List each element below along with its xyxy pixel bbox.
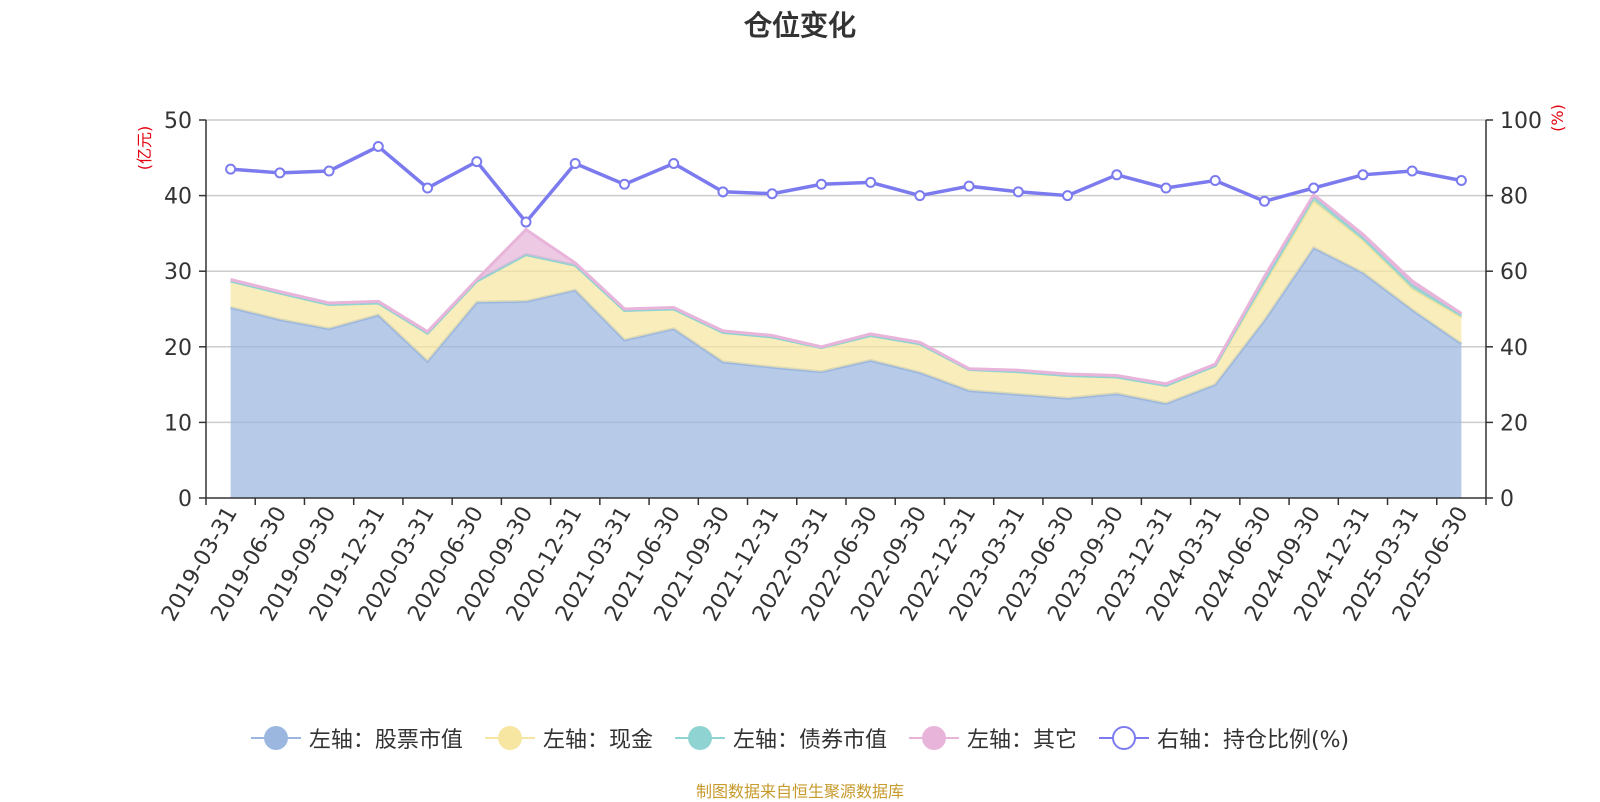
position-ratio-point: [569, 157, 581, 169]
right-tick-label: 40: [1500, 336, 1528, 361]
position-ratio-point: [963, 180, 975, 192]
legend-item[interactable]: 左轴：现金: [484, 722, 653, 754]
filled-circle-icon: [674, 726, 725, 750]
legend-label: 左轴：债券市值: [732, 728, 887, 753]
legend-label: 左轴：其它: [966, 728, 1077, 753]
right-tick-label: 20: [1500, 411, 1528, 436]
position-ratio-point: [1111, 169, 1123, 181]
other-line: [230, 192, 1463, 386]
left-tick-label: 10: [164, 411, 192, 436]
position-ratio-point: [815, 178, 827, 190]
position-ratio-point: [1258, 195, 1270, 207]
chart-title: 仓位变化: [743, 9, 856, 42]
position-ratio-point: [1406, 165, 1418, 177]
other-area: [230, 194, 1462, 386]
filled-circle-icon: [484, 726, 535, 750]
position-ratio-point: [766, 188, 778, 200]
position-ratio-point: [471, 156, 483, 168]
position-ratio-point: [1062, 190, 1074, 202]
source-note: 制图数据来自恒生聚源数据库: [695, 782, 904, 801]
left-tick-label: 0: [178, 487, 192, 512]
left-tick-label: 20: [164, 336, 192, 361]
hollow-circle-icon: [1098, 726, 1149, 750]
position-ratio-point: [914, 190, 926, 202]
legend: 左轴：股票市值 左轴：现金 左轴：债券市值 左轴：其它 右轴：持仓比例(%): [0, 722, 1600, 754]
position-ratio-point: [1357, 169, 1369, 181]
position-ratio-point: [274, 167, 286, 179]
stock-value-area: [230, 247, 1462, 498]
position-ratio-point: [668, 157, 680, 169]
position-ratio-point: [618, 178, 630, 190]
left-tick-label: 50: [164, 109, 192, 134]
position-ratio-point: [717, 186, 729, 198]
position-ratio-point: [865, 176, 877, 188]
right-tick-label: 80: [1500, 185, 1528, 210]
position-ratio-point: [1455, 174, 1467, 186]
legend-item[interactable]: 左轴：债券市值: [674, 722, 887, 754]
right-tick-label: 100: [1500, 109, 1542, 134]
left-axis-unit: (亿元): [135, 126, 154, 171]
position-ratio-path: [230, 144, 1462, 225]
right-axis-unit: (%): [1548, 104, 1567, 132]
legend-label: 左轴：现金: [542, 728, 653, 753]
position-ratio-point: [323, 165, 335, 177]
legend-item[interactable]: 左轴：其它: [908, 722, 1077, 754]
right-tick-label: 0: [1500, 487, 1514, 512]
position-ratio-point: [1308, 182, 1320, 194]
position-ratio-point: [372, 140, 384, 152]
position-ratio-point: [1209, 174, 1221, 186]
position-ratio-point: [1160, 182, 1172, 194]
position-ratio-point: [520, 216, 532, 228]
position-ratio-point: [1012, 186, 1024, 198]
series-areas: [230, 192, 1463, 498]
filled-circle-icon: [908, 726, 959, 750]
position-ratio-point: [422, 182, 434, 194]
filled-circle-icon: [250, 726, 301, 750]
legend-item[interactable]: 右轴：持仓比例(%): [1098, 722, 1350, 754]
left-tick-label: 30: [164, 260, 192, 285]
legend-item[interactable]: 左轴：股票市值: [250, 722, 463, 754]
legend-label: 右轴：持仓比例(%): [1156, 728, 1350, 753]
left-tick-label: 40: [164, 185, 192, 210]
position-ratio-line: [225, 140, 1467, 228]
right-tick-label: 60: [1500, 260, 1528, 285]
legend-label: 左轴：股票市值: [308, 728, 463, 753]
position-ratio-point: [225, 163, 237, 175]
